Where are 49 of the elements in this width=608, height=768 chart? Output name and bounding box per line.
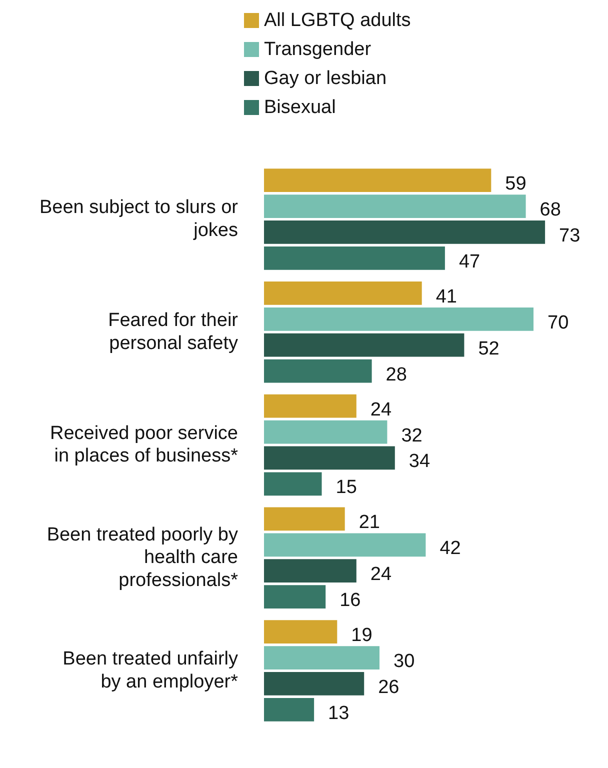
data-label: 59 — [505, 174, 526, 195]
data-label: 42 — [440, 538, 461, 560]
data-label: 32 — [401, 425, 422, 446]
bar — [264, 394, 356, 418]
bar — [264, 281, 422, 305]
y-tick-label: Received poor service in places of business* — [50, 422, 239, 467]
y-tick-label: Been treated poorly by health care professionals* — [46, 524, 239, 591]
bar — [264, 672, 364, 696]
legend-label: Bisexual — [264, 96, 336, 118]
bar — [264, 585, 326, 609]
bar — [264, 220, 546, 244]
bar — [264, 246, 445, 270]
y-tick-label: Been subject to slurs or jokes — [39, 197, 239, 241]
y-tick-label: Feared for their personal safety — [108, 310, 239, 354]
data-label: 13 — [328, 702, 350, 724]
data-label: 73 — [559, 225, 580, 246]
bar — [264, 507, 345, 531]
bar — [264, 307, 534, 331]
data-label: 68 — [540, 199, 561, 220]
bar — [264, 194, 526, 218]
legend-label: Transgender — [264, 38, 372, 60]
bar — [264, 420, 388, 444]
bar — [264, 646, 380, 670]
data-label: 41 — [436, 286, 457, 308]
bar — [264, 333, 464, 357]
data-label: 47 — [458, 251, 480, 272]
bar — [264, 446, 395, 470]
data-label: 24 — [370, 564, 392, 586]
legend-label: Gay or lesbian — [264, 68, 387, 90]
bar — [264, 359, 372, 383]
legend-label: All LGBTQ adults — [264, 10, 411, 32]
data-label: 16 — [340, 590, 361, 612]
data-label: 19 — [351, 625, 372, 646]
bar — [264, 168, 492, 192]
bar — [264, 472, 322, 496]
data-label: 28 — [386, 364, 407, 386]
data-label: 34 — [408, 451, 430, 472]
data-label: 70 — [548, 312, 569, 334]
data-label: 30 — [394, 651, 415, 672]
data-label: 15 — [336, 477, 357, 498]
bar — [264, 620, 338, 644]
bar — [264, 698, 314, 722]
data-label: 52 — [478, 338, 500, 360]
y-tick-label: Been treated unfairly by an employer* — [62, 648, 239, 692]
bar — [264, 533, 426, 557]
data-label: 26 — [378, 676, 400, 698]
data-label: 24 — [370, 399, 392, 420]
data-label: 21 — [358, 512, 380, 534]
bar — [264, 559, 356, 583]
